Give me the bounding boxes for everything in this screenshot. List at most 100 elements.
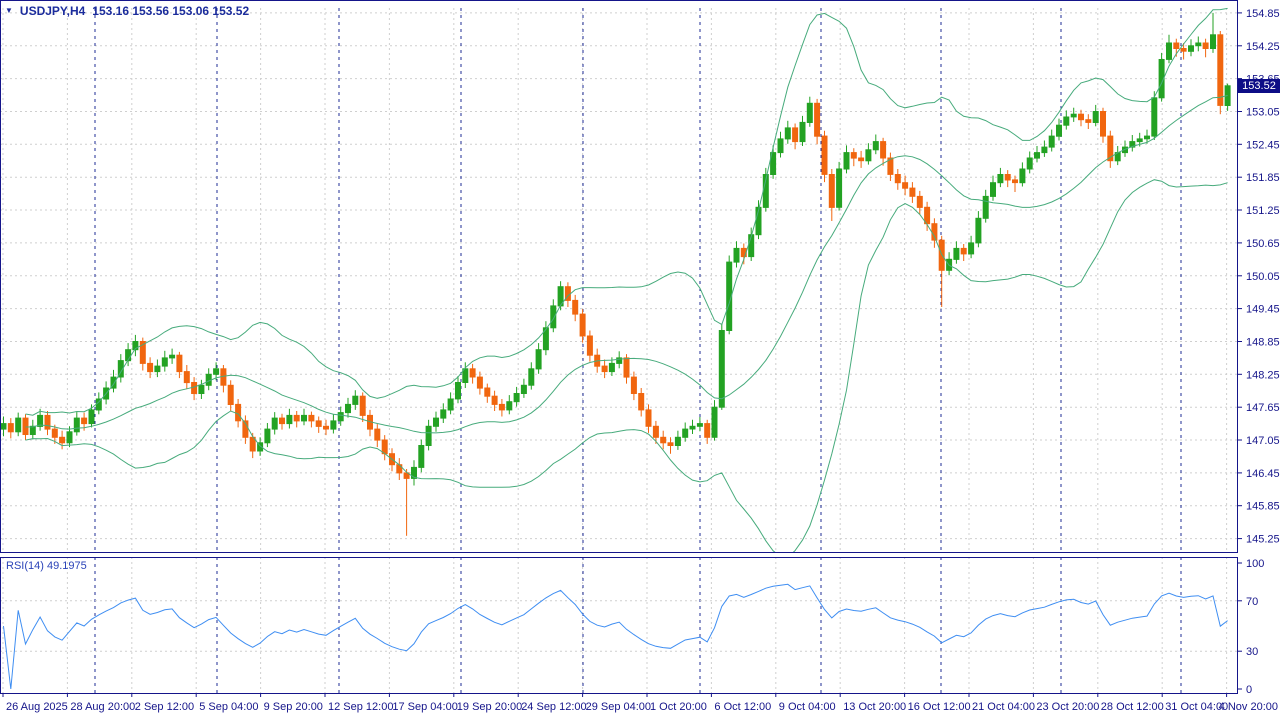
- candle: [1034, 146, 1040, 163]
- candle: [1056, 118, 1062, 141]
- candle: [660, 430, 667, 450]
- candle: [799, 115, 806, 146]
- candle: [1151, 91, 1158, 140]
- candle: [990, 175, 996, 201]
- candle: [601, 359, 608, 379]
- candle: [704, 419, 711, 444]
- candle: [814, 98, 821, 145]
- candle: [968, 235, 975, 259]
- bollinger-lower-band: [25, 179, 1228, 552]
- candle: [858, 150, 865, 168]
- candle: [484, 383, 491, 403]
- candle: [227, 380, 234, 411]
- candle: [586, 330, 593, 362]
- candle: [542, 321, 549, 356]
- candle: [997, 167, 1004, 188]
- price-axis-label: 147.65: [1246, 402, 1280, 414]
- time-axis-label: 29 Sep 04:00: [586, 701, 651, 713]
- candle: [887, 152, 894, 181]
- price-axis-label: 145.25: [1246, 534, 1280, 546]
- time-axis-label: 6 Oct 12:00: [714, 701, 771, 713]
- candle: [960, 244, 967, 261]
- candle: [301, 408, 307, 426]
- candle: [1012, 175, 1018, 192]
- candle: [44, 411, 51, 436]
- candle: [323, 419, 329, 436]
- candle: [616, 351, 623, 369]
- candle: [308, 411, 315, 428]
- price-axis-label: 151.85: [1246, 172, 1280, 184]
- rsi-axis-label: 0: [1246, 684, 1252, 696]
- candle: [726, 255, 733, 335]
- candle: [1092, 104, 1099, 127]
- time-axis-label: 16 Oct 12:00: [908, 701, 971, 713]
- candle: [520, 378, 527, 398]
- candle: [345, 397, 351, 418]
- price-axis: 154.85154.25153.65153.05152.45151.85151.…: [1237, 8, 1280, 546]
- candle: [667, 437, 674, 454]
- time-axis-label: 31 Oct 04:00: [1165, 701, 1228, 713]
- time-axis-label: 9 Oct 04:00: [779, 701, 836, 713]
- candle: [374, 424, 381, 448]
- time-axis: 26 Aug 2025 28 Aug 20:00 2 Sep 12:00 5 Sep …: [6, 701, 1278, 713]
- price-axis-label: 148.25: [1246, 369, 1280, 381]
- candle: [1100, 107, 1106, 143]
- price-axis-label: 149.45: [1246, 304, 1280, 316]
- candle: [880, 137, 887, 166]
- time-axis-label: 28 Aug 20:00: [70, 701, 135, 713]
- candle: [132, 334, 139, 357]
- candle: [293, 411, 300, 428]
- candle: [1210, 12, 1216, 53]
- candle: [110, 369, 117, 393]
- price-axis-label: 147.05: [1246, 435, 1280, 447]
- candle: [183, 365, 190, 390]
- price-axis-label: 150.05: [1246, 271, 1280, 283]
- candle: [469, 363, 476, 384]
- candle: [66, 426, 73, 448]
- candle: [418, 439, 425, 473]
- candle: [330, 414, 337, 434]
- rsi-levels: [0, 600, 1237, 652]
- candle: [411, 460, 417, 486]
- candle: [1063, 110, 1070, 130]
- candle: [59, 430, 66, 450]
- candle: [843, 145, 850, 174]
- candle: [7, 418, 14, 439]
- time-axis-label: 26 Aug 2025: [6, 701, 68, 713]
- current-price-badge: 153.52: [1238, 79, 1280, 93]
- candle: [762, 167, 769, 212]
- candle: [902, 175, 909, 196]
- price-axis-label: 154.25: [1246, 41, 1280, 53]
- candle: [1026, 151, 1033, 174]
- candle: [550, 299, 557, 333]
- candle: [982, 189, 989, 223]
- candle: [425, 419, 432, 451]
- candle: [1107, 130, 1114, 168]
- time-axis-label: 2 Sep 12:00: [135, 701, 194, 713]
- candle: [455, 376, 461, 404]
- candle: [476, 371, 483, 395]
- time-axis-label: 13 Oct 20:00: [843, 701, 906, 713]
- candle: [733, 241, 740, 268]
- candle: [1217, 31, 1224, 115]
- candle: [916, 190, 923, 215]
- candle: [359, 392, 366, 422]
- candle: [1158, 52, 1165, 102]
- candle: [836, 161, 843, 211]
- candle: [257, 437, 264, 456]
- candle: [242, 415, 249, 444]
- rsi-panel-border: [0, 557, 1238, 694]
- candle: [213, 362, 220, 381]
- candle: [872, 134, 879, 155]
- candle: [770, 145, 777, 179]
- candle: [447, 392, 454, 415]
- time-axis-label: 4 Nov 20:00: [1219, 701, 1278, 713]
- candle: [528, 362, 535, 390]
- candle: [73, 412, 80, 436]
- candle: [1144, 129, 1150, 144]
- candle: [792, 123, 799, 150]
- candle: [1078, 109, 1084, 127]
- candle: [718, 323, 725, 410]
